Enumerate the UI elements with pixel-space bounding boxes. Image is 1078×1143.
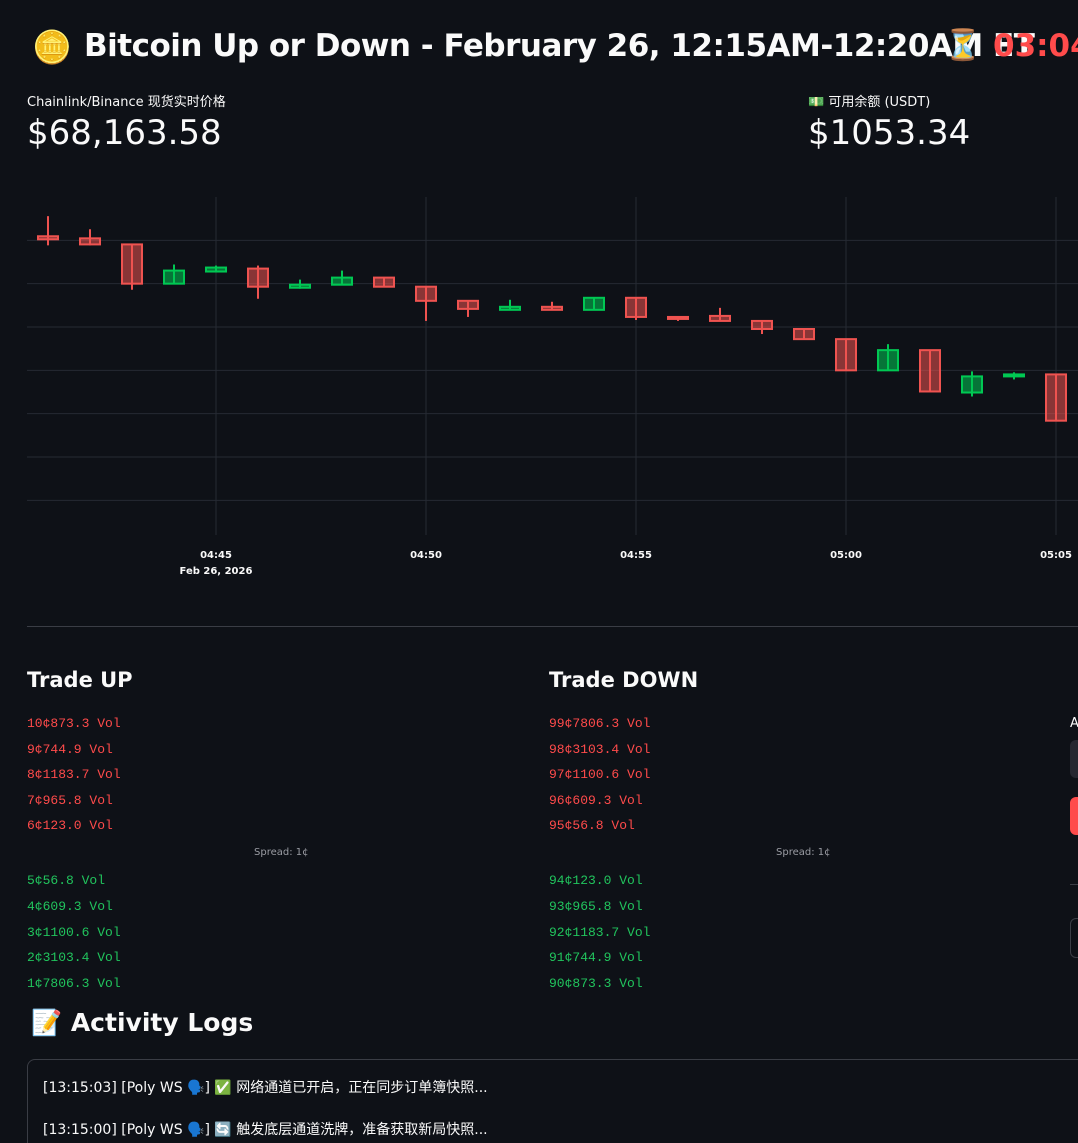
candle-body	[961, 375, 983, 394]
side-label: A	[1070, 716, 1078, 731]
ask-row: 99¢7806.3 Vol	[549, 716, 651, 731]
candle-body	[625, 296, 647, 318]
bid-row: 2¢3103.4 Vol	[27, 950, 121, 966]
page-title: Bitcoin Up or Down - February 26, 12:15A…	[84, 28, 1035, 64]
candle-body	[37, 235, 59, 241]
ask-row: 10¢873.3 Vol	[27, 716, 121, 731]
log-entry: [13:15:03] [Poly WS 🗣️] ✅ 网络通道已开启，正在同步订单…	[43, 1080, 488, 1096]
bid-row: 1¢7806.3 Vol	[27, 976, 121, 992]
bid-row: 4¢609.3 Vol	[27, 898, 113, 914]
logs-box	[27, 1059, 1078, 1143]
candle-body	[499, 305, 521, 311]
timer-icon: ⏳	[944, 28, 982, 63]
input-box[interactable]	[1070, 740, 1078, 778]
ask-row: 98¢3103.4 Vol	[549, 741, 651, 757]
bid-row: 91¢744.9 Vol	[549, 950, 643, 966]
candle-body	[205, 266, 227, 273]
trade-up-title: Trade UP	[27, 668, 133, 692]
candle-body	[289, 283, 311, 289]
x-tick-label: 05:00	[830, 550, 862, 561]
log-entry: [13:15:00] [Poly WS 🗣️] 🔄 触发底层通道洗牌，准备获取新…	[43, 1122, 488, 1138]
x-tick-label: 04:45	[200, 550, 232, 561]
divider	[27, 626, 1078, 627]
x-tick-label: 05:05	[1040, 550, 1072, 561]
action-button[interactable]	[1070, 797, 1078, 835]
x-date-label: Feb 26, 2026	[180, 566, 253, 577]
spread: Spread: 1¢	[254, 847, 309, 858]
price-label: Chainlink/Binance 现货实时价格	[27, 95, 226, 110]
bid-row: 93¢965.8 Vol	[549, 898, 643, 914]
candle-body	[247, 267, 269, 288]
candle-body	[919, 349, 941, 393]
candle-body	[709, 314, 731, 322]
candlestick-chart: 04:45 Feb 26, 2026 04:50 04:55 05:00 05:05	[27, 197, 1078, 577]
candle-body	[751, 319, 773, 330]
candle-body	[121, 243, 143, 285]
countdown: 03:04	[993, 28, 1078, 64]
candle-body	[583, 296, 605, 311]
candle-body	[541, 305, 563, 311]
candle-body	[163, 269, 185, 285]
candle-body	[793, 327, 815, 341]
logs-title: 📝 Activity Logs	[31, 1008, 254, 1037]
candle-body	[1003, 373, 1025, 378]
ask-row: 97¢1100.6 Vol	[549, 767, 651, 782]
bid-row: 90¢873.3 Vol	[549, 976, 643, 992]
balance-label: 💵 可用余额 (USDT)	[808, 95, 931, 110]
ask-row: 95¢56.8 Vol	[549, 818, 635, 833]
ask-row: 6¢123.0 Vol	[27, 818, 113, 833]
candle-body	[415, 285, 437, 302]
candle-body	[373, 276, 395, 288]
side-divider	[1070, 884, 1078, 885]
candle-body	[1045, 373, 1067, 422]
bid-row: 3¢1100.6 Vol	[27, 924, 121, 940]
ask-row: 96¢609.3 Vol	[549, 792, 643, 808]
ask-row: 7¢965.8 Vol	[27, 792, 113, 808]
ask-row: 8¢1183.7 Vol	[27, 767, 121, 782]
candle-body	[457, 299, 479, 310]
candle-body	[877, 349, 899, 372]
candle-body	[79, 237, 101, 246]
spread: Spread: 1¢	[776, 847, 831, 858]
bid-row: 5¢56.8 Vol	[27, 873, 106, 888]
candle-body	[331, 276, 353, 286]
bid-row: 94¢123.0 Vol	[549, 873, 643, 888]
side-button[interactable]	[1070, 918, 1078, 958]
title-icon: 🪙	[32, 28, 72, 66]
ask-row: 9¢744.9 Vol	[27, 741, 113, 757]
x-tick-label: 04:50	[410, 550, 442, 561]
trade-down-title: Trade DOWN	[549, 668, 699, 692]
balance-value: $1053.34	[808, 113, 971, 153]
price-value: $68,163.58	[27, 113, 222, 153]
candle-body	[835, 338, 857, 372]
bid-row: 92¢1183.7 Vol	[549, 924, 651, 940]
candle-body	[667, 315, 689, 320]
x-tick-label: 04:55	[620, 550, 652, 561]
